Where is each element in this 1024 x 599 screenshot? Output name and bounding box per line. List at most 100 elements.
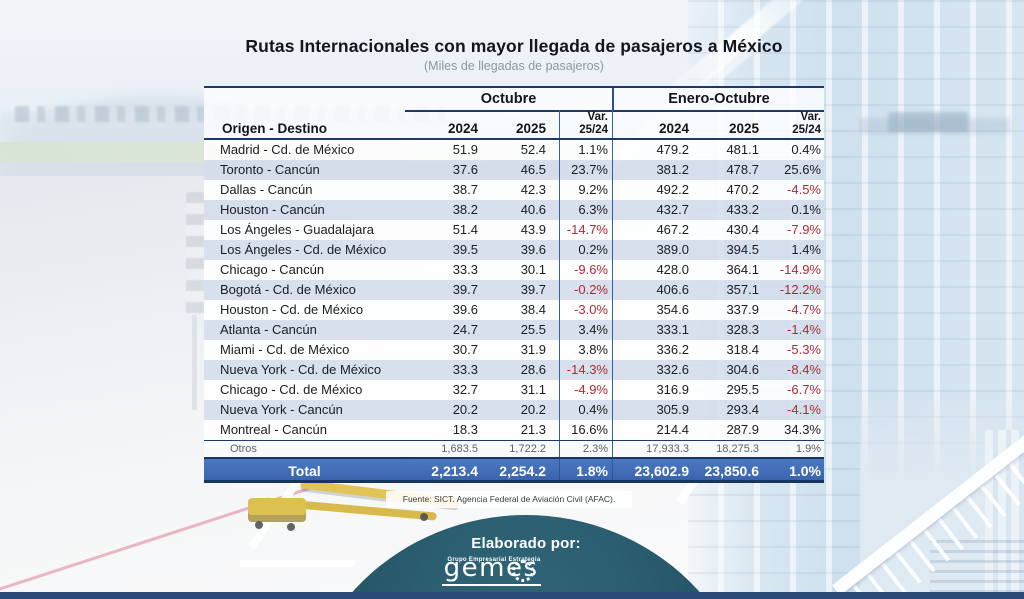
control-tower [186,192,204,318]
value-cell: 51.9 [452,142,478,157]
route-cell: Total [288,463,321,479]
value-cell: 9.2% [559,180,612,200]
value-cell: 467.2 [612,220,696,240]
table-row: Atlanta - Cancún 24.7 25.5 3.4% 333.1 328.3 -1… [204,320,824,340]
route-cell: Houston - Cd. de México [220,302,364,317]
value-cell: 316.9 [612,380,696,400]
value-cell: 31.9 [520,342,546,357]
value-cell: 43.9 [520,222,546,237]
route-cell: Miami - Cd. de México [220,342,350,357]
table-row: Toronto - Cancún 37.6 46.5 23.7% 381.2 478.7 2… [204,160,824,180]
value-cell: 3.8% [559,340,612,360]
value-cell: 30.1 [520,262,546,277]
group-header-octubre: Octubre [405,88,612,112]
value-cell: 406.6 [612,280,696,300]
value-cell: -8.4% [787,362,821,377]
value-cell: 39.6 [520,242,546,257]
value-cell: 214.4 [612,420,696,440]
value-cell: 3.4% [559,320,612,340]
value-cell: 0.2% [559,240,612,260]
value-cell: 428.0 [612,260,696,280]
column-header-origin: Origen - Destino [222,121,328,136]
table-row: Montreal - Cancún 18.3 21.3 16.6% 214.4 287.9… [204,420,824,440]
value-cell: -4.7% [787,302,821,317]
dotted-circle-icon [511,560,534,582]
column-header-eo-2025: 2025 [728,121,759,136]
value-cell: 1.0% [789,463,821,479]
group-header-spacer [204,88,405,112]
page-title: Rutas Internacionales con mayor llegada … [245,36,783,56]
value-cell: 328.3 [726,322,759,337]
tower-pole [192,315,197,410]
value-cell: 18,275.3 [716,443,759,455]
value-cell: 354.6 [612,300,696,320]
route-cell: Madrid - Cd. de México [220,142,355,157]
column-header-eo-var: Var. 25/24 [766,110,824,138]
value-cell: 305.9 [612,400,696,420]
gemes-logo: gemes Grupo Empresarial Estrategia [295,555,757,586]
value-cell: 51.4 [452,222,478,237]
value-cell: 38.4 [520,302,546,317]
value-cell: 304.6 [726,362,759,377]
group-header-row: Octubre Enero-Octubre [204,86,824,112]
route-cell: Toronto - Cancún [220,162,320,177]
value-cell: 0.1% [791,202,821,217]
table-row: Madrid - Cd. de México 51.9 52.4 1.1% 479.2 4… [204,140,824,160]
value-cell: 481.1 [726,142,759,157]
value-cell: 23,850.6 [704,463,760,479]
value-cell: 333.1 [612,320,696,340]
route-cell: Nueva York - Cd. de México [220,362,382,377]
value-cell: 20.2 [520,402,546,417]
value-cell: -4.1% [787,402,821,417]
route-cell: Atlanta - Cancún [220,322,317,337]
otros-row: Otros 1,683.5 1,722.2 2.3% 17,933.3 18,275.3 1… [204,440,824,457]
value-cell: 39.7 [520,282,546,297]
value-cell: 31.1 [520,382,546,397]
value-cell: 30.7 [452,342,478,357]
value-cell: 293.4 [726,402,759,417]
table-row: Nueva York - Cancún 20.2 20.2 0.4% 305.9 293.… [204,400,824,420]
column-header-oct-2024: 2024 [447,121,478,136]
value-cell: 42.3 [520,182,546,197]
value-cell: 23,602.9 [612,459,696,480]
ground-equipment-tractor [248,498,306,522]
value-cell: -9.6% [559,260,612,280]
value-cell: 0.4% [559,400,612,420]
value-cell: 32.7 [452,382,478,397]
value-cell: 336.2 [612,340,696,360]
value-cell: 6.3% [559,200,612,220]
value-cell: -14.3% [559,360,612,380]
value-cell: -14.7% [559,220,612,240]
value-cell: -6.7% [787,382,821,397]
value-cell: -4.9% [559,380,612,400]
route-cell: Los Ángeles - Cd. de México [220,242,387,257]
equipment-wheel [255,521,263,529]
value-cell: 2,254.2 [499,463,546,479]
value-cell: 332.6 [612,360,696,380]
value-cell: 1.4% [791,242,821,257]
route-cell: Chicago - Cancún [220,262,325,277]
value-cell: -12.2% [779,282,821,297]
value-cell: 295.5 [726,382,759,397]
table-row: Los Ángeles - Guadalajara 51.4 43.9 -14.7% 4… [204,220,824,240]
route-cell: Otros [230,443,257,455]
value-cell: -0.2% [559,280,612,300]
value-cell: 39.6 [452,302,478,317]
value-cell: 432.7 [612,200,696,220]
value-cell: 389.0 [612,240,696,260]
group-header-enero-octubre: Enero-Octubre [612,88,824,112]
column-header-row: Origen - Destino 2024 2025 Var. 25/24 20… [204,110,824,140]
column-header-oct-var: Var. 25/24 [559,110,612,138]
route-cell: Montreal - Cancún [220,422,327,437]
column-header-eo-2024: 2024 [612,110,696,138]
route-cell: Los Ángeles - Guadalajara [220,222,374,237]
value-cell: 23.7% [559,160,612,180]
table-row: Nueva York - Cd. de México 33.3 28.6 -14.3%… [204,360,824,380]
var-label: Var. [800,111,821,124]
var-sublabel: 25/24 [792,123,821,136]
value-cell: 40.6 [520,202,546,217]
value-cell: 433.2 [726,202,759,217]
value-cell: 430.4 [726,222,759,237]
pavement-marking [240,560,355,567]
